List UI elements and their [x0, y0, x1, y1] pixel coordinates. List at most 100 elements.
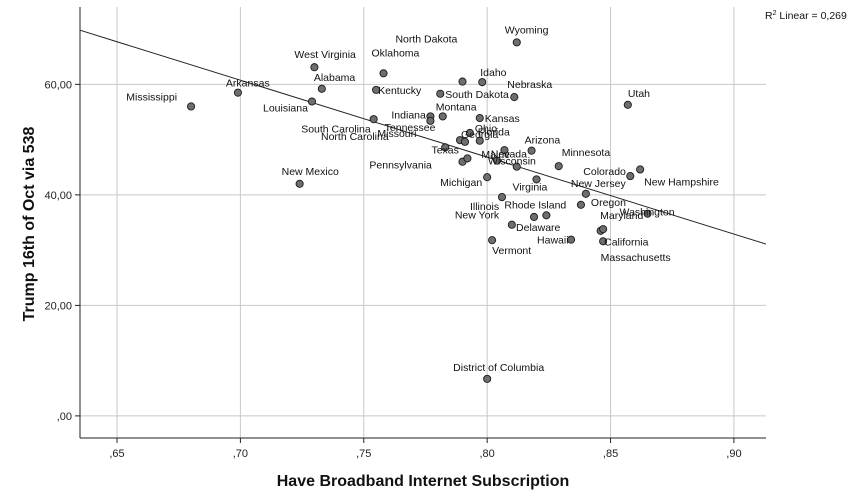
y-axis-title: Trump 16th of Oct via 538: [21, 127, 38, 322]
point-label: New York: [455, 210, 500, 222]
point-label: Kentucky: [378, 85, 422, 97]
data-point: [554, 162, 563, 171]
data-point: [475, 114, 484, 123]
point-label: Hawaii: [537, 235, 569, 247]
data-point: [426, 116, 435, 125]
point-label: Georgia: [461, 129, 499, 141]
data-point: [500, 146, 509, 155]
fit-line: [79, 29, 767, 245]
point-label: Idaho: [480, 67, 506, 79]
data-point: [483, 374, 492, 383]
data-point: [576, 200, 585, 209]
x-tick-label: ,85: [603, 448, 618, 460]
data-point: [507, 220, 516, 229]
x-tick-label: ,65: [109, 448, 124, 460]
point-label: Nebraska: [507, 79, 552, 91]
point-label: California: [604, 236, 649, 248]
x-tick-label: ,70: [233, 448, 248, 460]
data-point: [317, 84, 326, 93]
data-point: [465, 128, 474, 138]
data-point: [532, 175, 541, 184]
point-label: New Mexico: [282, 166, 339, 178]
data-point: [233, 88, 242, 97]
point-label: Florida: [478, 127, 510, 139]
point-label: Vermont: [492, 245, 531, 257]
point-label: Missouri: [377, 128, 416, 140]
point-label: Oklahoma: [372, 47, 420, 59]
data-point: [463, 154, 472, 163]
point-label: Ohio: [475, 123, 497, 135]
data-point: [478, 78, 487, 87]
data-point: [599, 225, 608, 234]
point-label: Mississippi: [126, 91, 177, 103]
data-point: [379, 69, 388, 78]
y-tick-label: 20,00: [44, 300, 72, 312]
point-label: North Carolina: [321, 131, 389, 143]
point-label: Tennessee: [385, 122, 436, 134]
data-point: [512, 38, 521, 47]
x-axis-ticks: ,65 ,70 ,75 ,80 ,85 ,90: [109, 438, 742, 460]
point-label: Oregon: [591, 197, 626, 209]
data-point: [492, 156, 502, 165]
data-point: [488, 236, 497, 245]
point-label: Maine: [481, 149, 510, 161]
point-label: District of Columbia: [453, 362, 544, 374]
point-label: Utah: [628, 88, 650, 100]
data-point: [599, 237, 608, 246]
point-label: South Carolina: [301, 123, 371, 135]
x-tick-label: ,90: [726, 448, 741, 460]
point-label: Indiana: [391, 109, 426, 121]
point-label: Rhode Island: [504, 199, 566, 211]
point-label: Massachusetts: [601, 252, 671, 264]
point-label: Kansas: [485, 113, 520, 125]
data-point: [623, 100, 632, 109]
data-point: [497, 193, 507, 202]
data-point: [372, 85, 381, 94]
point-label: Minnesota: [562, 147, 611, 159]
point-labels: Mississippi Arkansas New Mexico Louisiana We…: [126, 24, 719, 374]
point-label: Virginia: [513, 181, 548, 193]
data-point: [436, 89, 445, 98]
point-label: Montana: [436, 101, 477, 113]
data-point: [307, 97, 317, 106]
data-point: [512, 162, 521, 171]
data-point: [310, 63, 319, 72]
x-tick-label: ,75: [356, 448, 371, 460]
point-label: New Hampshire: [644, 176, 719, 188]
x-axis-title: Have Broadband Internet Subscription: [277, 473, 569, 490]
data-point: [636, 165, 645, 174]
point-label: Nevada: [491, 149, 527, 161]
point-label: Michigan: [440, 177, 482, 189]
y-tick-label: 40,00: [44, 190, 72, 202]
y-tick-label: 60,00: [44, 79, 72, 91]
data-point: [186, 102, 196, 111]
data-point: [529, 212, 539, 222]
data-point: [483, 173, 492, 182]
data-point: [369, 115, 378, 124]
point-label: Maryland: [600, 210, 643, 222]
grid-lines: [80, 7, 766, 438]
point-label: Washington: [620, 207, 675, 219]
point-label: Arkansas: [226, 78, 270, 90]
data-point: [458, 77, 467, 86]
point-label: South Dakota: [445, 89, 509, 101]
data-point: [475, 136, 484, 145]
point-label: Pennsylvania: [369, 159, 432, 171]
point-label: Colorado: [583, 166, 626, 178]
data-points: [186, 38, 652, 383]
data-point: [527, 146, 536, 155]
point-label: North Dakota: [395, 34, 457, 46]
r2-label: Linear = 0,269: [777, 10, 848, 22]
data-point: [510, 93, 519, 102]
data-point: [643, 209, 652, 218]
plot-area: [80, 7, 766, 438]
y-tick-label: ,00: [57, 411, 72, 423]
r2-annotation: R2 Linear = 0,269: [765, 10, 847, 22]
point-label: Texas: [431, 145, 458, 157]
point-label: West Virginia: [294, 49, 356, 61]
data-point: [295, 179, 304, 188]
point-label: Illinois: [470, 201, 499, 213]
data-point: [438, 112, 447, 121]
point-label: Wyoming: [505, 24, 549, 36]
